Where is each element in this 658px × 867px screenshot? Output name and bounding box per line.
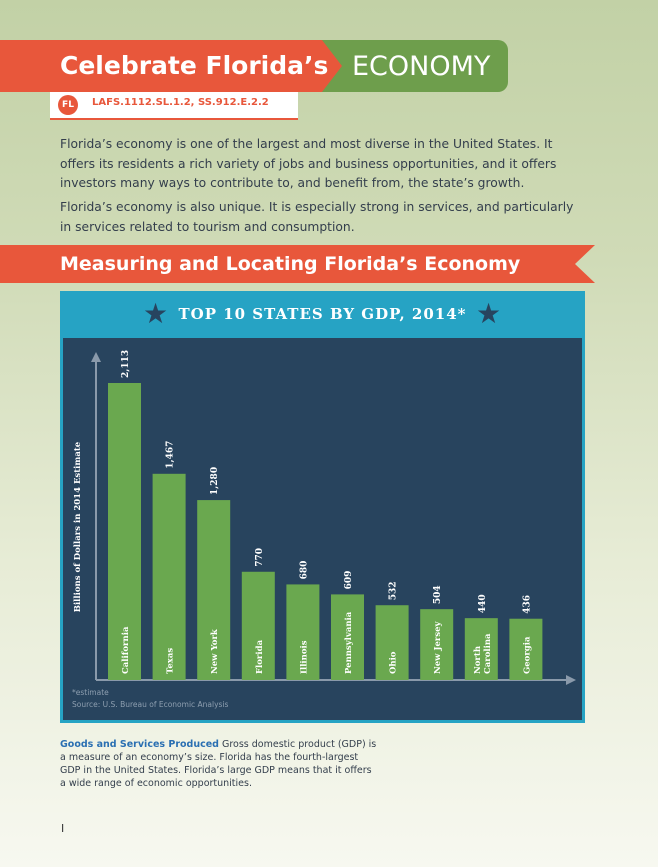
category-label: Georgia bbox=[522, 636, 532, 674]
star-icon: ★ bbox=[476, 297, 502, 330]
bar bbox=[108, 383, 141, 680]
intro-paragraph-1: Florida’s economy is one of the largest … bbox=[60, 137, 557, 190]
chart-note-estimate: *estimate bbox=[72, 688, 109, 697]
value-label: 680 bbox=[299, 561, 309, 580]
category-label: Florida bbox=[255, 639, 265, 674]
value-label: 770 bbox=[255, 548, 265, 567]
bar bbox=[420, 609, 454, 680]
bar bbox=[509, 618, 543, 680]
page-number: I bbox=[61, 822, 65, 835]
standards-codes: LAFS.1112.SL.1.2, SS.912.E.2.2 bbox=[92, 97, 269, 108]
caption-lead: Goods and Services Produced bbox=[60, 739, 219, 750]
bar bbox=[286, 584, 320, 680]
title-accent-banner bbox=[322, 40, 508, 92]
value-label: 2,113 bbox=[121, 350, 131, 378]
bar bbox=[152, 473, 186, 680]
chart-header bbox=[60, 291, 585, 338]
page-title-accent: ECONOMY bbox=[352, 51, 491, 82]
y-axis-arrow bbox=[91, 352, 101, 362]
chart-title: TOP 10 STATES BY GDP, 2014* bbox=[178, 305, 467, 323]
category-label: Illinois bbox=[299, 640, 309, 674]
title-banner bbox=[0, 40, 350, 92]
chart-note-source: Source: U.S. Bureau of Economic Analysis bbox=[72, 700, 229, 709]
x-axis-arrow bbox=[566, 675, 576, 685]
value-label: 504 bbox=[433, 585, 443, 604]
category-label: New Jersey bbox=[433, 620, 443, 674]
star-icon: ★ bbox=[143, 297, 169, 330]
bar bbox=[241, 571, 275, 680]
value-label: 532 bbox=[389, 581, 399, 600]
category-label: Pennsylvania bbox=[344, 611, 354, 674]
bar bbox=[464, 618, 498, 680]
fl-badge-icon: FL bbox=[58, 95, 78, 115]
category-label: Ohio bbox=[389, 651, 399, 674]
section-title: Measuring and Locating Florida’s Economy bbox=[60, 253, 521, 275]
chart-caption: Goods and Services Produced Gross domest… bbox=[60, 738, 380, 790]
category-label: California bbox=[121, 626, 131, 674]
value-label: 1,280 bbox=[210, 467, 220, 495]
bar bbox=[375, 605, 409, 680]
page-title: Celebrate Florida’s bbox=[60, 51, 329, 80]
category-label: New York bbox=[210, 628, 220, 674]
value-label: 609 bbox=[344, 571, 354, 590]
bar bbox=[197, 500, 231, 680]
value-label: 1,467 bbox=[166, 441, 176, 469]
intro-paragraph-2: Florida’s economy is also unique. It is … bbox=[60, 200, 574, 234]
bar bbox=[331, 594, 364, 680]
section-banner bbox=[0, 245, 595, 283]
category-label: Texas bbox=[166, 648, 176, 674]
standards-bar bbox=[50, 92, 298, 120]
value-label: 440 bbox=[478, 594, 488, 613]
category-label: NorthCarolina bbox=[473, 633, 493, 674]
value-label: 436 bbox=[522, 595, 532, 614]
caption-text: Gross domestic product (GDP) is a measur… bbox=[60, 739, 377, 789]
